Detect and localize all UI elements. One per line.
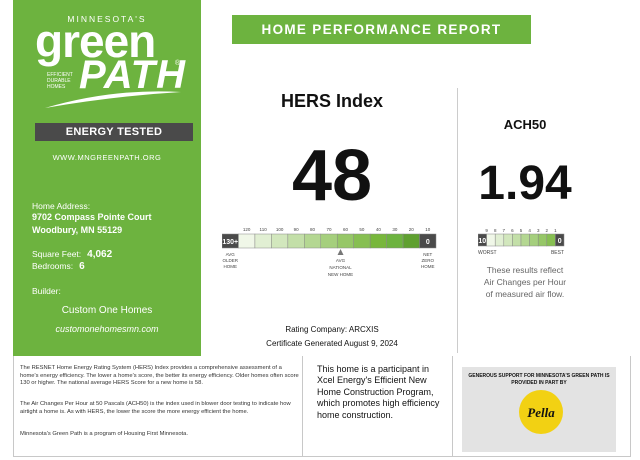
hers-right-caption: NET (423, 252, 432, 257)
logo-swoosh-icon (45, 91, 181, 108)
hers-tick-label: 40 (376, 227, 382, 232)
ach-worst-label: WORST (478, 250, 497, 256)
ach-score: 1.94 (478, 157, 572, 210)
address-label: Home Address: (32, 201, 91, 211)
ach-scale-segment (503, 233, 513, 247)
ach-tick-label: 4 (528, 228, 531, 233)
hers-score: 48 (291, 136, 373, 216)
hers-info-text: The RESNET Home Energy Rating System (HE… (20, 365, 299, 387)
ach-title: ACH50 (503, 117, 547, 132)
builder-name: Custom One Homes (61, 305, 153, 316)
logo-state-text: MINNESOTA'S (67, 14, 147, 24)
hers-scale-segment (271, 233, 289, 249)
ach-tick-label: 7 (503, 228, 506, 233)
hers-title: HERS Index (280, 91, 384, 111)
hers-scale-segment (336, 233, 354, 249)
logo-tagline: EFFICIENT DURABLE HOMES (47, 72, 73, 90)
hers-tick-label: 70 (326, 227, 332, 232)
hers-tick-label: 50 (359, 227, 365, 232)
hers-scale-segment (254, 233, 272, 249)
program-info-text: Minnesota's Green Path is a program of H… (20, 431, 189, 437)
hers-scale-segment (320, 233, 338, 249)
hers-scale-segment (353, 233, 371, 249)
hers-scale-min-label: 0 (426, 239, 430, 246)
hers-right-caption: HOME (421, 264, 435, 269)
hers-mid-caption: AVG (336, 258, 346, 263)
energy-tested-badge: ENERGY TESTED (35, 123, 193, 141)
rating-company: Rating Company: ARCXIS (285, 325, 379, 334)
ach-tick-label: 3 (537, 228, 540, 233)
footer-divider (452, 356, 453, 457)
hers-scale-segment (419, 233, 437, 249)
logo-green-text: green (35, 15, 156, 67)
ach-scale-segment (555, 233, 565, 247)
ach-scale-segment (537, 233, 548, 247)
report-header: HOME PERFORMANCE REPORT (232, 15, 531, 44)
ach-tick-label: 9 (485, 228, 488, 233)
square-feet-row: Square Feet: 4,062 (32, 249, 113, 260)
hers-scale-max-label: 130+ (222, 239, 238, 246)
ach-info-text: The Air Changes Per Hour at 50 Pascals (… (20, 401, 291, 415)
square-feet-value: 4,062 (87, 249, 113, 260)
ach-scale-segment (546, 233, 556, 247)
ach-tick-label: 1 (554, 228, 557, 233)
ach-tick-label: 6 (511, 228, 514, 233)
ach-best-label: BEST (551, 250, 564, 256)
hers-tick-label: 110 (260, 227, 268, 232)
sponsor-text: GENEROUS SUPPORT FOR MINNESOTA'S GREEN P… (468, 373, 610, 386)
ach-scale-min-label: 0 (558, 238, 562, 245)
footer-box (13, 356, 631, 457)
hers-tick-label: 100 (276, 227, 284, 232)
hers-scale-segment (386, 233, 404, 249)
hers-scale-segment (369, 233, 387, 249)
hers-scale-segment (238, 233, 256, 249)
ach-tick-label: 5 (520, 228, 523, 233)
ach-scale-segment (520, 233, 530, 247)
hers-left-caption: OLDER (222, 258, 238, 263)
hers-tick-label: 80 (310, 227, 316, 232)
builder-url: customonehomesmn.com (55, 324, 159, 334)
hers-tick-label: 30 (392, 227, 398, 232)
section-divider (457, 88, 458, 353)
program-url: WWW.MNGREENPATH.ORG (52, 153, 162, 162)
ach-note: These results reflect Air Changes per Ho… (483, 265, 567, 299)
ach-scale-segment (512, 233, 522, 247)
hers-scale-segment (304, 233, 322, 249)
bedrooms-row: Bedrooms: 6 (32, 261, 85, 272)
pella-logo-text: Pella (527, 405, 555, 420)
address-line2: Woodbury, MN 55129 (32, 225, 123, 235)
ach-tick-label: 8 (494, 228, 497, 233)
hers-tick-label: 60 (343, 227, 349, 232)
hers-tick-label: 120 (243, 227, 251, 232)
xcel-program-text: This home is a participant in Xcel Energ… (317, 364, 440, 420)
hers-mid-caption: NEW HOME (328, 272, 353, 277)
hers-average-marker-icon (337, 249, 344, 255)
logo-registered-mark: ® (175, 60, 181, 67)
hers-tick-label: 20 (409, 227, 415, 232)
ach-tick-label: 2 (546, 228, 549, 233)
pella-logo-icon: Pella (519, 390, 563, 434)
ach-scale-segment (486, 233, 496, 247)
address-line1: 9702 Compass Pointe Court (32, 212, 152, 222)
hers-left-caption: AVG (226, 252, 236, 257)
hers-tick-label: 90 (294, 227, 300, 232)
hers-scale-segment (287, 233, 305, 249)
ach-scale-segment (529, 233, 539, 247)
hers-scale-segment (402, 233, 420, 249)
hers-right-caption: ZERO (422, 258, 435, 263)
branding-panel: MINNESOTA'S green EFFICIENT DURABLE HOME… (13, 0, 201, 356)
hers-tick-label: 10 (425, 227, 431, 232)
ach-scale-max-label: 10 (478, 238, 486, 245)
bedrooms-value: 6 (79, 261, 85, 272)
footer-divider (302, 356, 303, 457)
ach-scale-segment (494, 233, 505, 247)
hers-mid-caption: NATIONAL (329, 265, 352, 270)
hers-left-caption: HOME (223, 264, 237, 269)
pella-logo-circle (519, 390, 563, 434)
logo-path-text: PATH (79, 53, 186, 97)
builder-label: Builder: (32, 286, 61, 296)
certificate-date: Certificate Generated August 9, 2024 (266, 339, 398, 348)
